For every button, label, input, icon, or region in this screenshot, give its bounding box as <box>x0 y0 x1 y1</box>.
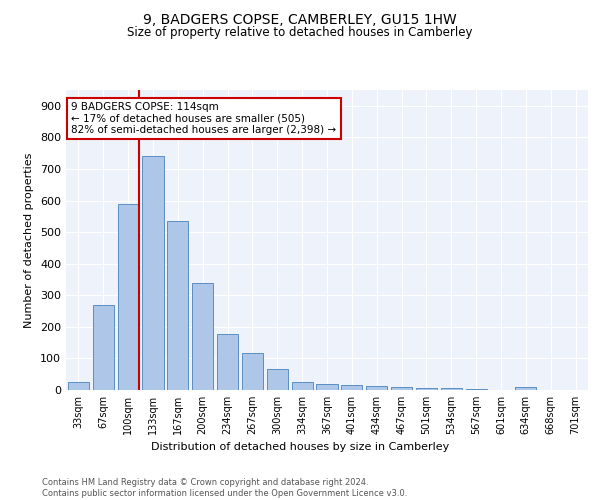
Bar <box>441 388 462 390</box>
Text: Contains HM Land Registry data © Crown copyright and database right 2024.
Contai: Contains HM Land Registry data © Crown c… <box>42 478 407 498</box>
Y-axis label: Number of detached properties: Number of detached properties <box>25 152 34 328</box>
Bar <box>68 382 89 390</box>
Bar <box>93 304 114 390</box>
Bar <box>118 204 139 390</box>
Bar <box>292 382 313 390</box>
Bar <box>466 388 487 390</box>
Text: 9 BADGERS COPSE: 114sqm
← 17% of detached houses are smaller (505)
82% of semi-d: 9 BADGERS COPSE: 114sqm ← 17% of detache… <box>71 102 337 135</box>
Bar <box>267 369 288 390</box>
Text: 9, BADGERS COPSE, CAMBERLEY, GU15 1HW: 9, BADGERS COPSE, CAMBERLEY, GU15 1HW <box>143 12 457 26</box>
Bar <box>366 386 387 390</box>
Text: Distribution of detached houses by size in Camberley: Distribution of detached houses by size … <box>151 442 449 452</box>
Bar <box>142 156 164 390</box>
Bar <box>167 221 188 390</box>
Bar <box>341 385 362 390</box>
Bar <box>316 384 338 390</box>
Bar <box>515 388 536 390</box>
Text: Size of property relative to detached houses in Camberley: Size of property relative to detached ho… <box>127 26 473 39</box>
Bar <box>217 334 238 390</box>
Bar <box>416 388 437 390</box>
Bar <box>242 352 263 390</box>
Bar <box>391 388 412 390</box>
Bar <box>192 282 213 390</box>
